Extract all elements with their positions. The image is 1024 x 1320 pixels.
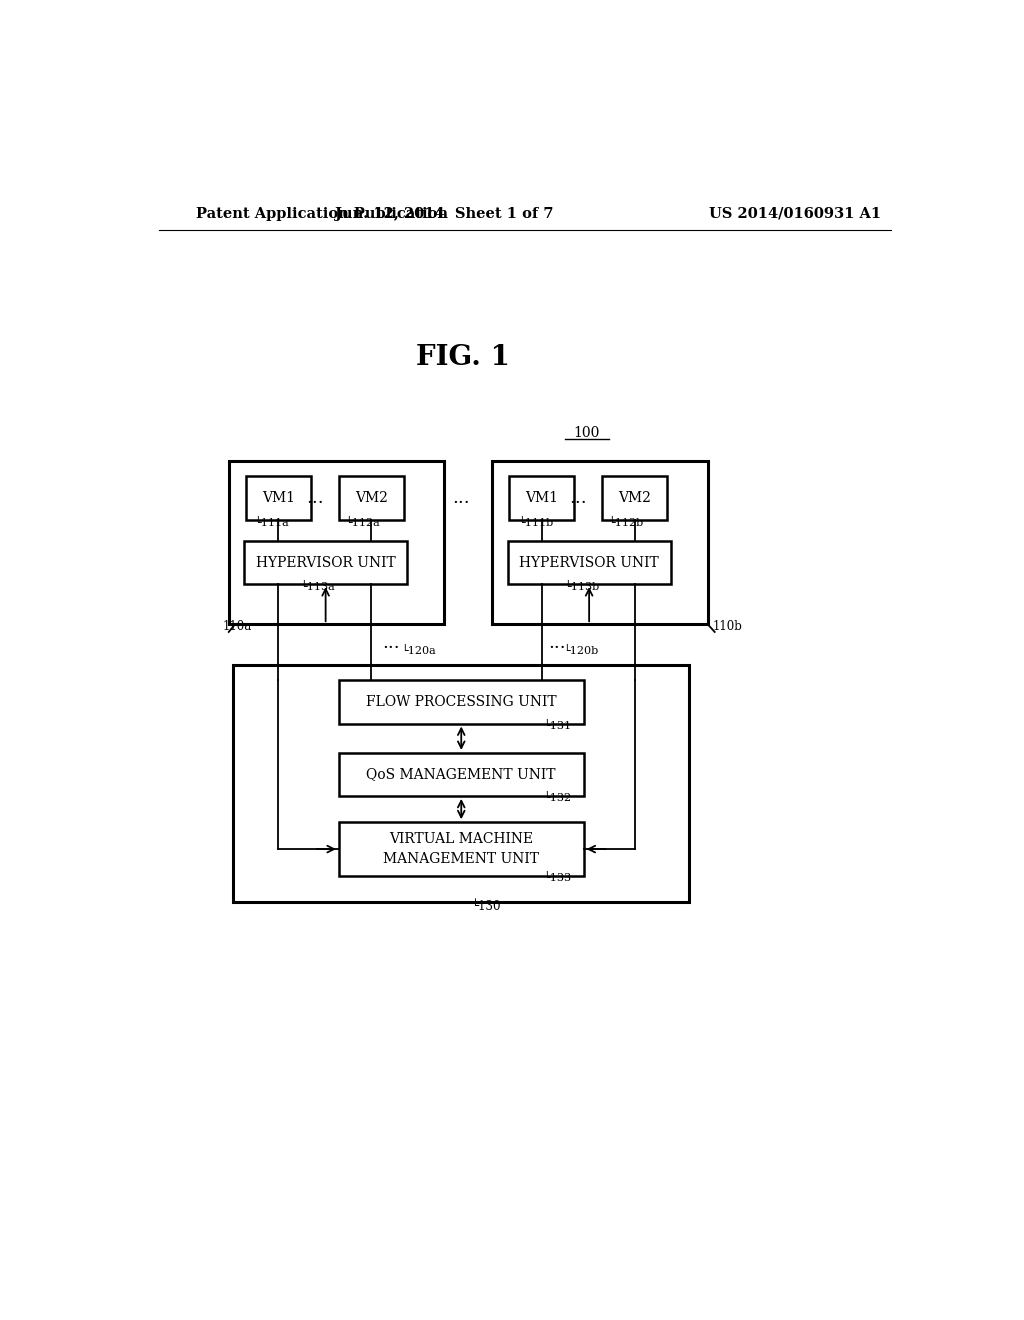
- Text: VM2: VM2: [355, 491, 388, 506]
- Text: └133: └133: [543, 874, 570, 883]
- Text: QoS MANAGEMENT UNIT: QoS MANAGEMENT UNIT: [367, 767, 556, 781]
- Bar: [493, 461, 708, 624]
- Bar: [339, 681, 584, 723]
- Text: Patent Application Publication: Patent Application Publication: [197, 207, 449, 220]
- Text: HYPERVISOR UNIT: HYPERVISOR UNIT: [256, 556, 395, 570]
- Text: └111b: └111b: [518, 517, 553, 528]
- Text: Jun. 12, 2014  Sheet 1 of 7: Jun. 12, 2014 Sheet 1 of 7: [335, 207, 553, 220]
- Text: 110a: 110a: [222, 620, 252, 634]
- Text: VM1: VM1: [262, 491, 295, 506]
- Bar: [339, 752, 584, 796]
- Text: ...: ...: [306, 488, 324, 507]
- Bar: [245, 541, 407, 585]
- Text: 100: 100: [573, 425, 600, 440]
- Bar: [246, 477, 311, 520]
- Text: VM1: VM1: [525, 491, 558, 506]
- Text: └120b: └120b: [563, 647, 599, 656]
- Bar: [509, 477, 574, 520]
- Text: US 2014/0160931 A1: US 2014/0160931 A1: [710, 207, 882, 220]
- Bar: [339, 822, 584, 876]
- Text: └132: └132: [543, 793, 570, 804]
- Text: └112a: └112a: [345, 517, 380, 528]
- Text: └130: └130: [472, 900, 502, 913]
- Bar: [233, 665, 689, 903]
- Bar: [602, 477, 668, 520]
- Text: VIRTUAL MACHINE
MANAGEMENT UNIT: VIRTUAL MACHINE MANAGEMENT UNIT: [383, 833, 540, 866]
- Text: └131: └131: [543, 721, 570, 731]
- Text: └113a: └113a: [300, 582, 335, 593]
- Text: VM2: VM2: [618, 491, 651, 506]
- Bar: [339, 477, 403, 520]
- Text: ...: ...: [383, 635, 400, 652]
- Text: ...: ...: [569, 488, 587, 507]
- Text: └111a: └111a: [254, 517, 289, 528]
- Text: FIG. 1: FIG. 1: [416, 343, 510, 371]
- Text: HYPERVISOR UNIT: HYPERVISOR UNIT: [519, 556, 659, 570]
- Bar: [228, 461, 444, 624]
- Text: └112b: └112b: [608, 517, 644, 528]
- Text: 110b: 110b: [713, 620, 743, 634]
- Text: ...: ...: [453, 488, 470, 507]
- Text: ...: ...: [549, 635, 566, 652]
- Bar: [508, 541, 671, 585]
- Text: └120a: └120a: [400, 647, 435, 656]
- Text: FLOW PROCESSING UNIT: FLOW PROCESSING UNIT: [366, 696, 557, 709]
- Text: └113b: └113b: [564, 582, 600, 593]
